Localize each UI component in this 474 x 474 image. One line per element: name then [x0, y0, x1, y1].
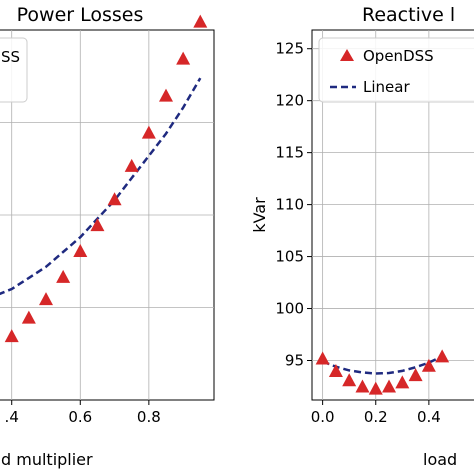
- power-losses-opendss-point: [21, 310, 36, 324]
- reactive-y-label: kVar: [250, 197, 269, 233]
- reactive-legend-box: [318, 37, 474, 103]
- power-losses-opendss-point: [124, 158, 139, 172]
- power-losses-opendss-point: [90, 218, 105, 232]
- reactive-opendss-point: [315, 351, 330, 365]
- power-losses-x-tick-label: 0.6: [68, 408, 92, 426]
- power-losses-title: Power Losses: [17, 4, 144, 26]
- power-losses-opendss-point: [73, 244, 88, 257]
- reactive-y-ticks: 95 100 105 110 115 120 125: [275, 40, 312, 370]
- reactive-y-tick-label: 125: [275, 40, 304, 58]
- power-losses-opendss-point: [176, 51, 191, 65]
- power-losses-series: [0, 14, 208, 343]
- reactive-x-tick-label: 0.2: [364, 408, 388, 426]
- power-losses-legend-entry: SS: [1, 48, 20, 66]
- power-losses-legend-box: [0, 37, 28, 103]
- reactive-y-tick-label: 100: [275, 300, 304, 318]
- reactive-y-tick-label: 115: [275, 144, 304, 162]
- power-losses-x-tick-label: .4: [5, 408, 19, 426]
- reactive-opendss-point: [382, 379, 397, 393]
- reactive-x-tick-label: 0.4: [417, 408, 441, 426]
- power-losses-opendss-point: [107, 192, 122, 206]
- power-losses-opendss-point: [39, 292, 53, 306]
- reactive-x-label: load: [423, 450, 457, 469]
- power-losses-opendss-point: [4, 329, 19, 343]
- reactive-x-ticks: 0.0 0.2 0.4: [311, 400, 441, 426]
- reactive-y-tick-label: 105: [275, 248, 304, 266]
- power-losses-opendss-point: [141, 125, 156, 139]
- power-losses-opendss-point: [56, 269, 71, 283]
- reactive-opendss-point: [328, 363, 343, 377]
- reactive-opendss-point: [342, 373, 357, 387]
- power-losses-legend: SS: [0, 37, 28, 103]
- reactive-x-tick-label: 0.0: [311, 408, 335, 426]
- legend-triangle-marker: [340, 49, 354, 61]
- power-losses-x-ticks: .4 0.6 0.8: [5, 400, 161, 426]
- reactive-opendss-point: [435, 349, 450, 363]
- power-losses-x-label: d multiplier: [1, 450, 93, 469]
- reactive-title: Reactive l: [362, 4, 455, 26]
- power-losses-x-tick-label: 0.8: [137, 408, 161, 426]
- reactive-opendss-point: [408, 368, 423, 382]
- power-losses-opendss-point: [159, 88, 173, 102]
- reactive-y-tick-label: 95: [285, 352, 304, 370]
- reactive-y-tick-label: 120: [275, 92, 304, 110]
- reactive-opendss-point: [368, 381, 383, 395]
- reactive-opendss-point: [421, 358, 436, 372]
- reactive-y-tick-label: 110: [275, 196, 304, 214]
- reactive-opendss-point: [355, 379, 370, 393]
- reactive-linear-line: [322, 355, 443, 375]
- power-losses-opendss-point: [193, 14, 208, 28]
- reactive-series: [315, 349, 450, 395]
- reactive-opendss-point: [395, 375, 410, 389]
- reactive-legend-entry-opendss: OpenDSS: [363, 47, 434, 65]
- reactive-legend-entry-linear: Linear: [363, 78, 410, 96]
- reactive-legend: OpenDSS Linear: [318, 37, 474, 103]
- power-losses-panel: Power Losses .4 0.6 0.8 SS d multiplier: [0, 4, 215, 469]
